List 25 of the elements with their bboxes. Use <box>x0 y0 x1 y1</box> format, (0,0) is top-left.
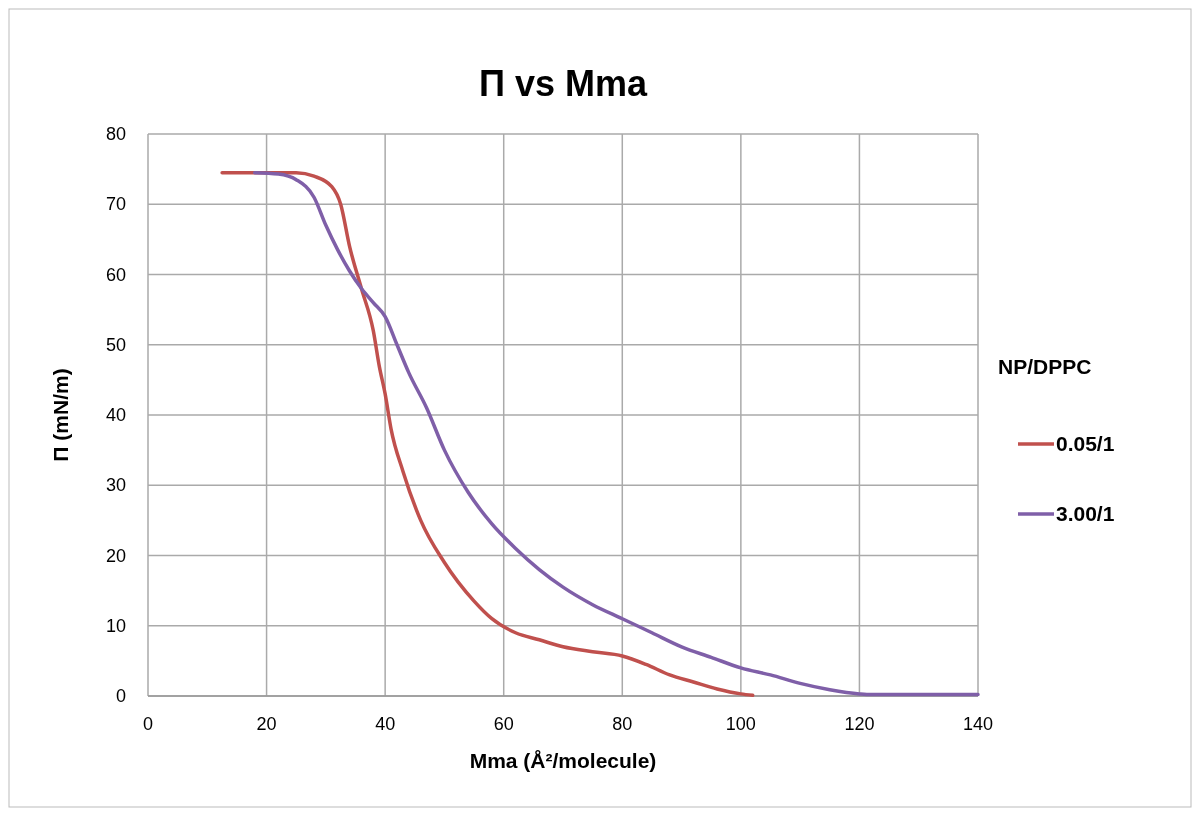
x-tick-label: 0 <box>142 714 154 734</box>
y-tick-label: 80 <box>105 124 126 144</box>
x-tick-label: 80 <box>612 714 633 734</box>
line-series <box>220 170 755 698</box>
y-tick-label: 20 <box>105 545 126 566</box>
y-tick-label: 0 <box>115 686 126 706</box>
y-tick-label: 50 <box>105 334 126 355</box>
legend-label: 3.00/1 <box>1056 502 1115 525</box>
x-tick-label: 140 <box>962 714 994 734</box>
y-tick-label: 40 <box>105 405 126 425</box>
x-tick-label: 20 <box>256 714 277 734</box>
y-tick-label: 60 <box>105 264 126 285</box>
legend-label: 0.05/1 <box>1056 432 1115 455</box>
y-tick-label: 70 <box>105 194 126 215</box>
x-tick-label: 40 <box>375 714 396 734</box>
x-axis-title: Mma (Å²/molecule) <box>469 749 657 772</box>
x-tick-label: 60 <box>493 714 514 734</box>
line-series <box>252 170 980 697</box>
y-axis-title: Π (mN/m) <box>49 368 72 462</box>
x-tick-label: 120 <box>844 714 875 734</box>
legend-title: NP/DPPC <box>998 355 1092 378</box>
y-tick-label: 10 <box>105 615 126 636</box>
x-tick-label: 100 <box>725 714 756 734</box>
chart-title: Π vs Mma <box>478 63 648 104</box>
y-tick-label: 30 <box>105 475 126 496</box>
